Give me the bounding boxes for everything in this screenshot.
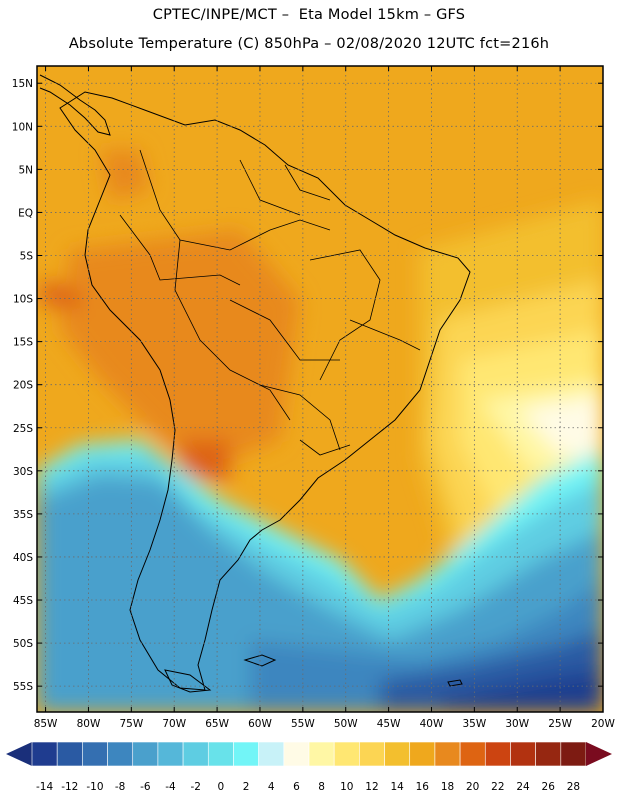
lon-label: 75W: [119, 718, 143, 730]
colorbar-label: 6: [293, 781, 300, 793]
colorbar-cell: [207, 741, 234, 767]
lat-label: 20S: [13, 380, 33, 392]
south-america-coastline: [59, 91, 471, 691]
colorbar-cell: [157, 741, 184, 767]
colorbar-cell: [484, 741, 511, 767]
colorbar-cell: [182, 741, 209, 767]
colorbar-label: 20: [466, 781, 479, 793]
colorbar-label: 18: [441, 781, 454, 793]
longitude-labels: 85W 80W 75W 70W 65W 60W 55W 50W 45W 40W 35W 30W 25W 2…: [34, 718, 616, 730]
colorbar-label: -14: [36, 781, 53, 793]
lon-label: 80W: [77, 718, 101, 730]
colorbar-high-arrow: [586, 742, 612, 766]
colorbar-cell: [384, 741, 411, 767]
lat-label: 25S: [13, 423, 33, 435]
lat-label: 40S: [13, 552, 33, 564]
colorbar-label: 10: [340, 781, 353, 793]
colorbar-cells: [31, 741, 587, 767]
colorbar-label: 28: [567, 781, 580, 793]
lat-label: 30S: [13, 466, 33, 478]
lon-label: 20W: [591, 718, 615, 730]
colorbar-label: 0: [218, 781, 225, 793]
colorbar-cell: [434, 741, 461, 767]
colorbar-cell: [560, 741, 587, 767]
colorbar-label: -4: [165, 781, 176, 793]
country-borders: [119, 149, 421, 456]
colorbar-cell: [82, 741, 108, 767]
lon-label: 70W: [162, 718, 186, 730]
colorbar-labels: -14 -12 -10 -8 -6 -4 -2 0 2 4 6 8 10 12 14 16 18 20 22 24 26…: [36, 781, 580, 793]
central-america-coastline: [39, 74, 111, 136]
colorbar-label: 16: [416, 781, 430, 793]
colorbar-label: -12: [61, 781, 78, 793]
axis-ticks: [37, 66, 604, 712]
south-georgia-outline: [447, 679, 463, 687]
lat-label: 10N: [12, 121, 33, 133]
lat-label: 45S: [13, 595, 33, 607]
lat-label: 50S: [13, 638, 33, 650]
lat-label: 10S: [13, 294, 33, 306]
lon-label: 40W: [420, 718, 444, 730]
colorbar-cell: [56, 741, 83, 767]
colorbar-cell: [283, 741, 310, 767]
lon-label: 85W: [34, 718, 58, 730]
lon-label: 55W: [291, 718, 315, 730]
colorbar-label: 26: [542, 781, 556, 793]
colorbar-label: 12: [365, 781, 378, 793]
lat-label: 15N: [12, 78, 33, 90]
lon-label: 45W: [377, 718, 401, 730]
lat-label: 15S: [13, 337, 33, 349]
colorbar-low-arrow: [6, 742, 32, 766]
colorbar-cell: [132, 741, 159, 767]
lon-label: 60W: [248, 718, 272, 730]
colorbar-cell: [333, 741, 360, 767]
colorbar-cell: [31, 741, 58, 767]
colorbar-label: 2: [243, 781, 250, 793]
colorbar-cell: [409, 741, 436, 767]
colorbar-cell: [107, 741, 134, 767]
lat-label: EQ: [18, 207, 33, 219]
colorbar-cell: [258, 741, 285, 767]
colorbar-cell: [510, 741, 536, 767]
latitude-labels: 15N 10N 5N EQ 5S 10S 15S 20S 25S 30S 35S 40S 45S 50S 5…: [12, 78, 34, 693]
temperature-field: [37, 66, 603, 712]
colorbar-label: 8: [318, 781, 325, 793]
lat-label: 5N: [18, 164, 33, 176]
colorbar-cell: [359, 741, 385, 767]
lat-label: 55S: [13, 681, 33, 693]
tierra-del-fuego-outline: [164, 669, 212, 693]
colorbar-label: -10: [86, 781, 103, 793]
colorbar-label: 24: [516, 781, 530, 793]
colorbar-label: 14: [390, 781, 404, 793]
colorbar-cell: [459, 741, 486, 767]
title-line-2: Absolute Temperature (C) 850hPa – 02/08/…: [68, 36, 550, 52]
lat-label: 35S: [13, 509, 33, 521]
colorbar-cell: [308, 741, 335, 767]
lon-label: 50W: [334, 718, 358, 730]
lon-label: 65W: [205, 718, 229, 730]
lon-label: 25W: [548, 718, 572, 730]
colorbar-label: -6: [140, 781, 151, 793]
falklands-outline: [243, 654, 277, 667]
title-line-1: CPTEC/INPE/MCT – Eta Model 15km – GFS: [152, 7, 466, 23]
lat-label: 5S: [20, 250, 34, 262]
lon-label: 35W: [462, 718, 486, 730]
colorbar-cell: [535, 741, 562, 767]
colorbar-label: -2: [190, 781, 200, 793]
map-frame: [36, 65, 604, 713]
colorbar-label: 22: [491, 781, 504, 793]
colorbar-cell: [233, 741, 259, 767]
colorbar: -14 -12 -10 -8 -6 -4 -2 0 2 4 6 8 10 12 14 16 18 20 22 24 26…: [6, 741, 612, 793]
lon-label: 30W: [505, 718, 529, 730]
colorbar-label: -8: [115, 781, 125, 793]
colorbar-label: 4: [268, 781, 275, 793]
